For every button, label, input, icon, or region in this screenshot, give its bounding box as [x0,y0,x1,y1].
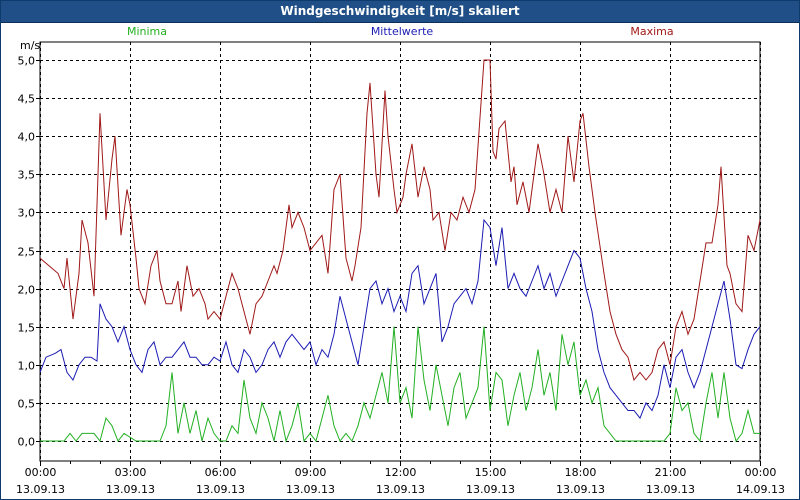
y-tick-label: 2,5 [18,246,36,259]
y-tick-label: 4,5 [18,93,36,106]
x-tick-date-label: 13.09.13 [196,483,245,496]
x-tick-time-label: 15:00 [475,466,507,479]
x-tick-date-label: 13.09.13 [646,483,695,496]
x-tick-time-label: 12:00 [385,466,417,479]
legend-mittelwerte: Mittelwerte [371,25,434,38]
x-tick-date-label: 13.09.13 [376,483,425,496]
y-tick-label: 3,0 [18,207,36,220]
x-tick-time-label: 00:00 [745,466,777,479]
axes: 0,0 0,5 1,0 1,5 2,0 2,5 3,0 3,5 4,0 4,5 5,0 00:00 13… [16,41,785,496]
x-tick-time-label: 03:00 [115,466,147,479]
y-tick-label: 2,0 [18,284,36,297]
y-axis-unit: m/s [20,39,40,52]
y-tick-label: 0,5 [18,398,36,411]
x-tick-date-label: 14.09.13 [736,483,785,496]
grid-lines [40,42,761,461]
y-tick-label: 5,0 [18,55,36,68]
x-tick-time-label: 06:00 [205,466,237,479]
legend-maxima: Maxima [630,25,673,38]
y-tick-label: 0,0 [18,436,36,449]
x-tick-time-label: 18:00 [565,466,597,479]
legend-minima: Minima [127,25,167,38]
window-title-bar: Windgeschwindigkeit [m/s] skaliert [1,1,799,23]
series-line-maxima [39,59,761,382]
y-tick-label: 3,5 [18,169,36,182]
window-title: Windgeschwindigkeit [m/s] skaliert [280,4,520,18]
x-tick-time-label: 00:00 [25,466,57,479]
x-tick-date-label: 13.09.13 [106,483,155,496]
y-tick-label: 4,0 [18,131,36,144]
series-line-minima [40,326,760,443]
x-tick-time-label: 09:00 [295,466,327,479]
y-tick-label: 1,5 [18,322,36,335]
x-tick-date-label: 13.09.13 [556,483,605,496]
y-tick-label: 1,0 [18,360,36,373]
series-lines [39,59,761,443]
x-tick-time-label: 21:00 [655,466,687,479]
x-tick-date-label: 13.09.13 [286,483,335,496]
x-tick-date-label: 13.09.13 [16,483,65,496]
x-tick-date-label: 13.09.13 [466,483,515,496]
series-line-mittelwerte [39,218,761,420]
